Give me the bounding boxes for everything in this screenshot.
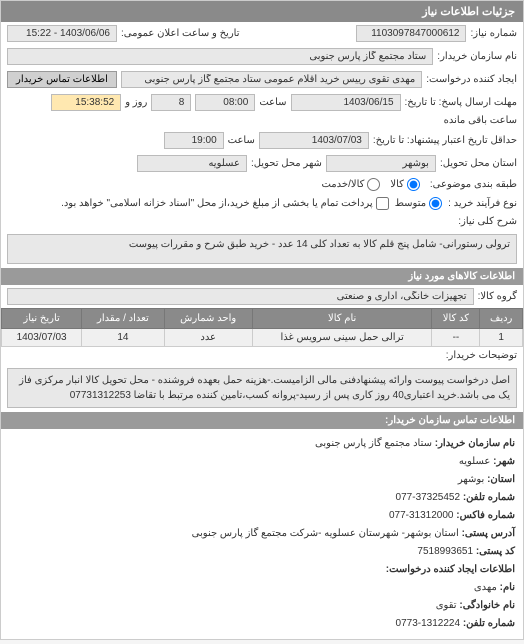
request-number-label: شماره نیاز: [470, 28, 517, 39]
td-name: ترالی حمل سینی سرویس غذا [252, 329, 432, 347]
contact-name: مهدی [474, 582, 497, 593]
td-row: 1 [480, 329, 523, 347]
checkbox-treasury[interactable]: پرداخت تمام یا بخشی از مبلغ خرید،از محل … [61, 197, 389, 210]
deadline-date-input [291, 94, 401, 111]
time-remaining-input [51, 94, 121, 111]
contact-section-title: اطلاعات تماس سازمان خریدار: [1, 412, 523, 429]
announce-datetime-label: تاریخ و ساعت اعلان عمومی: [121, 28, 240, 39]
row-deadline: مهلت ارسال پاسخ: تا تاریخ: ساعت روز و سا… [1, 91, 523, 129]
contact-info-block: نام سازمان خریدار: ستاد مجتمع گاز پارس ج… [1, 429, 523, 639]
contact-address: استان بوشهر- شهرستان عسلویه -شرکت مجتمع … [192, 528, 459, 539]
request-creator-label: ایجاد کننده درخواست: [426, 74, 517, 85]
checkbox-treasury-input[interactable] [376, 197, 389, 210]
delivery-state-input [326, 155, 436, 172]
th-date: تاریخ نیاز [2, 309, 82, 329]
buyer-name-label: نام سازمان خریدار: [437, 51, 517, 62]
days-remaining-input [151, 94, 191, 111]
contact-postal: 7518993651 [417, 546, 473, 557]
deadline-time-input [195, 94, 255, 111]
radio-medium-label: متوسط [395, 198, 426, 209]
td-unit: عدد [164, 329, 252, 347]
td-date: 1403/07/03 [2, 329, 82, 347]
radio-service[interactable]: کالا/خدمت [321, 178, 380, 191]
days-label: روز و [125, 97, 147, 108]
row-budget-type: طبقه بندی موضوعی: کالا کالا/خدمت [1, 175, 523, 194]
general-desc-box: ترولی رستورانی- شامل پنج قلم کالا به تعد… [7, 234, 517, 264]
buyer-notes-label: توضیحات خریدار: [446, 350, 517, 361]
validity-date-input [259, 132, 369, 149]
radio-goods-label: کالا [390, 179, 404, 190]
buyer-name-input [7, 48, 433, 65]
td-qty: 14 [82, 329, 164, 347]
row-goods-group: گروه کالا: [1, 285, 523, 308]
table-row: 1 -- ترالی حمل سینی سرویس غذا عدد 14 140… [2, 329, 523, 347]
deadline-label: مهلت ارسال پاسخ: تا تاریخ: [405, 97, 517, 108]
row-request-creator: ایجاد کننده درخواست: اطلاعات تماس خریدار [1, 68, 523, 91]
remaining-label: ساعت باقی مانده [444, 115, 517, 126]
contact-address-label: آدرس پستی: [462, 528, 515, 539]
th-unit: واحد شمارش [164, 309, 252, 329]
th-qty: تعداد / مقدار [82, 309, 164, 329]
validity-time-input [164, 132, 224, 149]
time-label-1: ساعت [259, 97, 286, 108]
contact-tel-label: شماره تلفن: [463, 618, 515, 629]
th-code: کد کالا [432, 309, 480, 329]
validity-label: حداقل تاریخ اعتبار پیشنهاد: تا تاریخ: [373, 135, 517, 146]
contact-org-label: نام سازمان خریدار: [435, 438, 515, 449]
th-name: نام کالا [252, 309, 432, 329]
contact-phone-label: شماره تلفن: [463, 492, 515, 503]
time-label-2: ساعت [228, 135, 255, 146]
delivery-city-label: شهر محل تحویل: [251, 158, 322, 169]
contact-family: تقوی [436, 600, 457, 611]
panel-header: جزئیات اطلاعات نیاز [1, 1, 523, 22]
contact-tel: 1312224-0773 [396, 618, 461, 629]
contact-state: بوشهر [458, 474, 484, 485]
checkbox-treasury-label: پرداخت تمام یا بخشی از مبلغ خرید،از محل … [61, 198, 373, 209]
contact-family-label: نام خانوادگی: [459, 600, 515, 611]
radio-goods-input[interactable] [407, 178, 420, 191]
contact-postal-label: کد پستی: [476, 546, 515, 557]
contact-phone: 37325452-077 [396, 492, 461, 503]
goods-group-label: گروه کالا: [478, 291, 517, 302]
row-buyer-name: نام سازمان خریدار: [1, 45, 523, 68]
budget-type-label: طبقه بندی موضوعی: [430, 179, 517, 190]
request-creator-input [121, 71, 422, 88]
details-panel: جزئیات اطلاعات نیاز شماره نیاز: تاریخ و … [0, 0, 524, 640]
announce-datetime-input [7, 25, 117, 42]
row-buyer-notes-label: توضیحات خریدار: [1, 347, 523, 364]
row-general-desc: شرح کلی نیاز: [1, 213, 523, 230]
contact-fax-label: شماره فاکس: [456, 510, 515, 521]
radio-service-label: کالا/خدمت [321, 179, 364, 190]
goods-group-input [7, 288, 474, 305]
row-request-number: شماره نیاز: تاریخ و ساعت اعلان عمومی: [1, 22, 523, 45]
contact-city-label: شهر: [493, 456, 515, 467]
td-code: -- [432, 329, 480, 347]
goods-table: ردیف کد کالا نام کالا واحد شمارش تعداد /… [1, 308, 523, 347]
table-header-row: ردیف کد کالا نام کالا واحد شمارش تعداد /… [2, 309, 523, 329]
buyer-notes-box: اصل درخواست پیوست وارائه پیشنهادفنی مالی… [7, 368, 517, 408]
radio-medium-input[interactable] [429, 197, 442, 210]
row-purchase-type: نوع فرآیند خرید : متوسط پرداخت تمام یا ب… [1, 194, 523, 213]
contact-org: ستاد مجتمع گاز پارس جنوبی [315, 438, 432, 449]
row-validity: حداقل تاریخ اعتبار پیشنهاد: تا تاریخ: سا… [1, 129, 523, 152]
contact-name-label: نام: [500, 582, 515, 593]
purchase-type-label: نوع فرآیند خرید : [448, 198, 517, 209]
contact-creator-info-label: اطلاعات ایجاد کننده درخواست: [386, 564, 515, 575]
request-number-input [356, 25, 466, 42]
radio-medium[interactable]: متوسط [395, 197, 442, 210]
contact-state-label: استان: [487, 474, 515, 485]
contact-fax: 31312000-077 [389, 510, 454, 521]
contact-city: عسلویه [459, 456, 491, 467]
buyer-contact-button[interactable]: اطلاعات تماس خریدار [7, 71, 117, 88]
general-desc-label: شرح کلی نیاز: [458, 216, 517, 227]
th-row: ردیف [480, 309, 523, 329]
radio-goods[interactable]: کالا [390, 178, 420, 191]
radio-service-input[interactable] [367, 178, 380, 191]
delivery-city-input [137, 155, 247, 172]
delivery-state-label: استان محل تحویل: [440, 158, 517, 169]
goods-section-title: اطلاعات کالاهای مورد نیاز [1, 268, 523, 285]
row-delivery-location: استان محل تحویل: شهر محل تحویل: [1, 152, 523, 175]
